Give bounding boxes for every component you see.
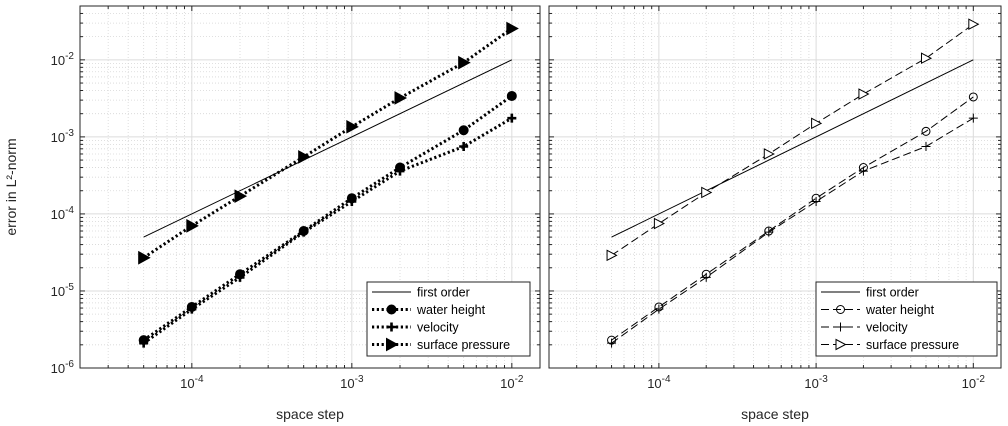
series-velocity bbox=[139, 113, 517, 348]
grid bbox=[548, 5, 1001, 369]
data-point bbox=[653, 217, 665, 230]
tick-marks bbox=[79, 5, 540, 369]
legend-label: first order bbox=[866, 286, 919, 300]
legend-label: first order bbox=[417, 286, 470, 300]
data-point bbox=[506, 21, 519, 36]
data-point bbox=[298, 150, 311, 164]
series-surface-pressure bbox=[606, 18, 980, 262]
x-axis-label: space step bbox=[741, 406, 809, 422]
data-point bbox=[507, 113, 517, 123]
data-point bbox=[187, 304, 197, 314]
data-point bbox=[654, 304, 664, 314]
data-point bbox=[920, 52, 933, 65]
data-point bbox=[458, 125, 469, 136]
data-point bbox=[138, 250, 151, 265]
data-point bbox=[921, 142, 931, 152]
series-surface-pressure bbox=[138, 21, 519, 265]
legend-label: velocity bbox=[866, 321, 908, 335]
y-tick-label: 10-2 bbox=[51, 51, 75, 68]
series-line bbox=[143, 59, 513, 238]
data-point bbox=[968, 92, 978, 102]
data-point bbox=[858, 88, 870, 100]
legend-marker bbox=[386, 337, 399, 352]
x-tick-label: 10-3 bbox=[340, 374, 364, 391]
legend-label: water height bbox=[865, 303, 935, 317]
series-line bbox=[611, 59, 974, 238]
data-point bbox=[811, 196, 821, 206]
series-line bbox=[611, 96, 974, 341]
data-point bbox=[764, 227, 774, 237]
data-point bbox=[763, 148, 775, 160]
tick-marks bbox=[548, 5, 1001, 369]
data-point bbox=[921, 126, 931, 136]
data-point bbox=[186, 219, 199, 233]
legend-marker bbox=[836, 305, 845, 314]
left-chart-panel: 10-4 10-3 10-2 10-6 10-5 10-4 10-3 10-2 space st… bbox=[3, 5, 541, 422]
legend-marker bbox=[386, 304, 397, 315]
data-point bbox=[234, 189, 248, 204]
axes-box bbox=[548, 5, 1002, 369]
legend-box bbox=[815, 281, 998, 357]
data-point bbox=[701, 272, 711, 282]
data-point bbox=[346, 120, 359, 134]
x-tick-label: 10-2 bbox=[962, 374, 986, 391]
legend-marker bbox=[835, 338, 847, 351]
series-line bbox=[142, 27, 513, 259]
right-chart-panel: 10-4 10-3 10-2 space step first order water h… bbox=[548, 5, 1002, 422]
data-point bbox=[395, 166, 405, 176]
x-tick-label: 10-3 bbox=[804, 374, 828, 391]
legend-label: surface pressure bbox=[417, 338, 510, 352]
data-point bbox=[347, 196, 357, 206]
data-point bbox=[299, 227, 309, 237]
legend-label: velocity bbox=[417, 321, 459, 335]
y-tick-label: 10-6 bbox=[51, 359, 75, 376]
data-point bbox=[607, 338, 617, 348]
series-line bbox=[142, 94, 513, 342]
axes-box bbox=[79, 5, 541, 369]
legend: first order water height velocity surface p… bbox=[815, 281, 998, 357]
data-point bbox=[811, 117, 823, 130]
y-axis-label: error in L²-norm bbox=[3, 138, 19, 235]
series-line bbox=[142, 116, 513, 345]
series-first-order bbox=[611, 59, 974, 238]
x-tick-label: 10-4 bbox=[647, 374, 671, 391]
x-axis-label: space step bbox=[276, 406, 344, 422]
data-point bbox=[858, 166, 868, 176]
data-point bbox=[394, 91, 408, 105]
y-tick-label: 10-4 bbox=[51, 205, 75, 222]
legend-label: water height bbox=[416, 303, 486, 317]
data-point bbox=[968, 113, 978, 123]
series-line bbox=[611, 23, 974, 256]
x-tick-label: 10-2 bbox=[500, 374, 524, 391]
y-tick-label: 10-5 bbox=[51, 282, 75, 299]
data-point bbox=[235, 272, 245, 282]
series-velocity bbox=[607, 113, 978, 348]
data-point bbox=[139, 338, 149, 348]
series-water-height bbox=[607, 92, 978, 345]
data-point bbox=[701, 186, 713, 199]
data-point bbox=[506, 90, 517, 101]
legend-marker bbox=[387, 322, 396, 332]
y-tick-label: 10-3 bbox=[51, 128, 75, 145]
legend-marker bbox=[836, 322, 845, 332]
series-line bbox=[611, 117, 974, 344]
data-point bbox=[459, 142, 469, 152]
data-point bbox=[458, 55, 471, 70]
data-point bbox=[606, 249, 618, 262]
legend-label: surface pressure bbox=[866, 338, 959, 352]
x-tick-label: 10-4 bbox=[180, 374, 204, 391]
series-first-order bbox=[143, 59, 513, 238]
legend: first order water height velocity surface p… bbox=[366, 281, 531, 357]
data-point bbox=[968, 18, 980, 31]
